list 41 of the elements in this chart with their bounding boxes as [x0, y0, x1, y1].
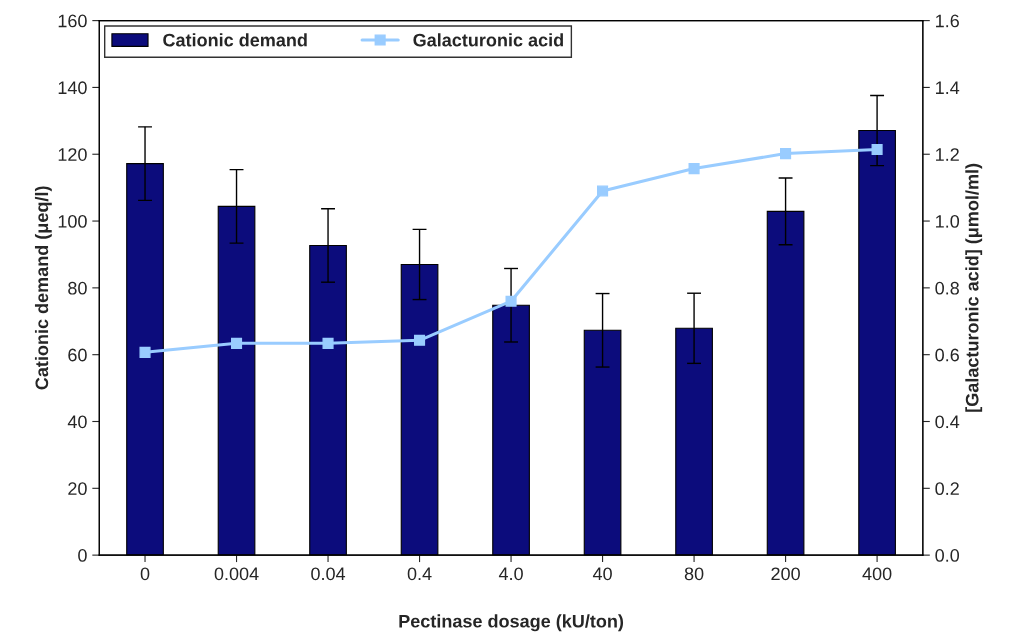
y2-tick-label: 1.4 — [936, 81, 960, 94]
point — [322, 337, 334, 349]
x-tick-label: 200 — [771, 567, 800, 581]
y2-tick-label: 0.4 — [935, 415, 960, 429]
y2-tick-label: 0.2 — [935, 482, 959, 496]
legend-label: Galacturonic acid — [413, 33, 563, 47]
y-tick-label: 140 — [58, 81, 87, 95]
point — [413, 334, 426, 346]
point — [688, 163, 700, 175]
x-tick-label: 0.004 — [214, 567, 259, 581]
y-tick-label: 60 — [68, 348, 87, 362]
x-tick-label: 0.04 — [311, 567, 346, 581]
y-tick-label: 100 — [58, 214, 87, 228]
y2-axis-title: [Galacturonic acid] (μmol/ml) — [965, 163, 983, 412]
y-tick-label: 0 — [78, 549, 87, 562]
y2-tick-label: 0.8 — [935, 281, 959, 295]
point — [505, 295, 517, 307]
y-tick-label: 40 — [67, 415, 87, 429]
x-tick-label: 4.0 — [498, 567, 523, 581]
y-tick-label: 20 — [68, 482, 87, 496]
y2-tick-label: 1.2 — [936, 148, 959, 161]
point — [780, 148, 792, 160]
point — [230, 337, 243, 349]
y2-tick-label: 1.0 — [936, 214, 960, 228]
y2-tick-label: 0.0 — [935, 549, 960, 562]
y-tick-label: 120 — [58, 148, 87, 161]
y-axis-title: Cationic demand (μeq/l) — [34, 186, 52, 390]
y-tick-label: 80 — [68, 281, 87, 295]
y2-tick-label: 1.6 — [936, 14, 959, 28]
x-tick-label: 0 — [140, 567, 150, 581]
x-tick-label: 0.4 — [407, 567, 432, 581]
point — [139, 346, 151, 358]
x-axis-title: Pectinase dosage (kU/ton) — [399, 614, 624, 632]
x-tick-label: 40 — [592, 567, 612, 581]
y-tick-label: 160 — [58, 14, 87, 28]
point — [871, 144, 883, 156]
x-tick-label: 400 — [862, 567, 892, 581]
y2-tick-label: 0.6 — [935, 348, 959, 362]
legend-label: Cationic demand — [163, 33, 307, 47]
x-tick-label: 80 — [684, 567, 704, 581]
point — [597, 185, 609, 197]
